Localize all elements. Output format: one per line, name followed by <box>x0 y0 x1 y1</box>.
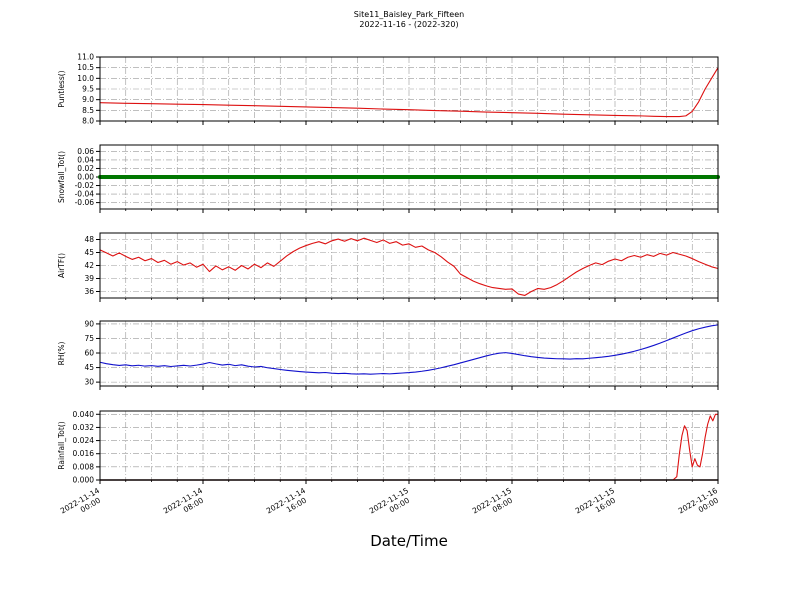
panel-2: 36 39 42 45 48 AirTF() <box>57 232 719 302</box>
series-line-Puntless <box>99 67 719 118</box>
y-tick-label: 10.5 <box>77 63 94 72</box>
y-axis-label: Snowfall_Tot() <box>57 151 66 203</box>
y-tick-label: 0.008 <box>73 462 95 471</box>
chart-title: Site11_Baisley_Park_Fifteen <box>353 10 465 19</box>
series-line-RH <box>99 324 719 375</box>
y-tick-label: 60 <box>84 349 94 358</box>
y-tick-label: 45 <box>84 248 94 257</box>
y-tick-label: 30 <box>84 378 94 387</box>
y-tick-label: 8.5 <box>82 106 94 115</box>
y-tick-label: -0.04 <box>75 190 95 199</box>
y-tick-label: 42 <box>84 261 94 270</box>
y-tick-label: 0.016 <box>73 449 95 458</box>
y-tick-label: 8.0 <box>82 117 94 126</box>
y-tick-label: 0.040 <box>73 410 95 419</box>
y-tick-label: 36 <box>84 287 94 296</box>
y-tick-label: 0.000 <box>73 476 95 485</box>
y-tick-label: 90 <box>84 319 94 328</box>
y-tick-label: -0.02 <box>75 181 95 190</box>
y-tick-label: 0.04 <box>77 155 94 164</box>
panel-frame <box>99 144 719 210</box>
y-tick-label: 48 <box>84 235 94 244</box>
series-line-Rainfall_Tot <box>99 413 719 481</box>
y-tick-label: 0.024 <box>73 436 95 445</box>
y-axis-label: RH(%) <box>57 342 66 366</box>
panel-frame <box>99 232 719 299</box>
y-axis-label: Puntless() <box>57 70 66 107</box>
x-axis-title: Date/Time <box>370 532 448 550</box>
y-axis-label: Rainfall_Tot() <box>57 421 66 469</box>
y-tick-label: 39 <box>84 274 94 283</box>
y-tick-label: 0.02 <box>77 164 94 173</box>
panel-frame <box>99 56 719 122</box>
panel-0: 8.0 8.5 9.09.5 10.0 10.511.0 Puntless() <box>57 53 719 126</box>
series-line-AirTF <box>99 237 719 296</box>
y-tick-label: 45 <box>84 363 94 372</box>
y-tick-label: -0.06 <box>75 198 95 207</box>
panel-1: -0.06-0.04-0.020.000.020.040.06 Snowfall_… <box>57 144 720 213</box>
y-axis-label: AirTF() <box>57 253 66 278</box>
panel-frame <box>99 320 719 387</box>
panel-frame <box>99 410 719 481</box>
y-tick-label: 0.032 <box>73 423 95 432</box>
y-tick-label: 0.00 <box>77 173 94 182</box>
y-tick-label: 11.0 <box>77 53 94 62</box>
y-tick-label: 10.0 <box>77 74 94 83</box>
panel-4: 0.000 0.008 0.016 0.024 0.032 0.040 Rainfall_T… <box>57 410 719 485</box>
chart-subtitle: 2022-11-16 - (2022-320) <box>359 20 459 29</box>
y-tick-label: 75 <box>84 334 94 343</box>
panel-3: 30 45 60 75 90 RH(%) <box>57 319 719 390</box>
y-tick-label: 9.5 <box>82 85 94 94</box>
y-tick-label: 9.0 <box>82 95 94 104</box>
y-tick-label: 0.06 <box>77 147 94 156</box>
